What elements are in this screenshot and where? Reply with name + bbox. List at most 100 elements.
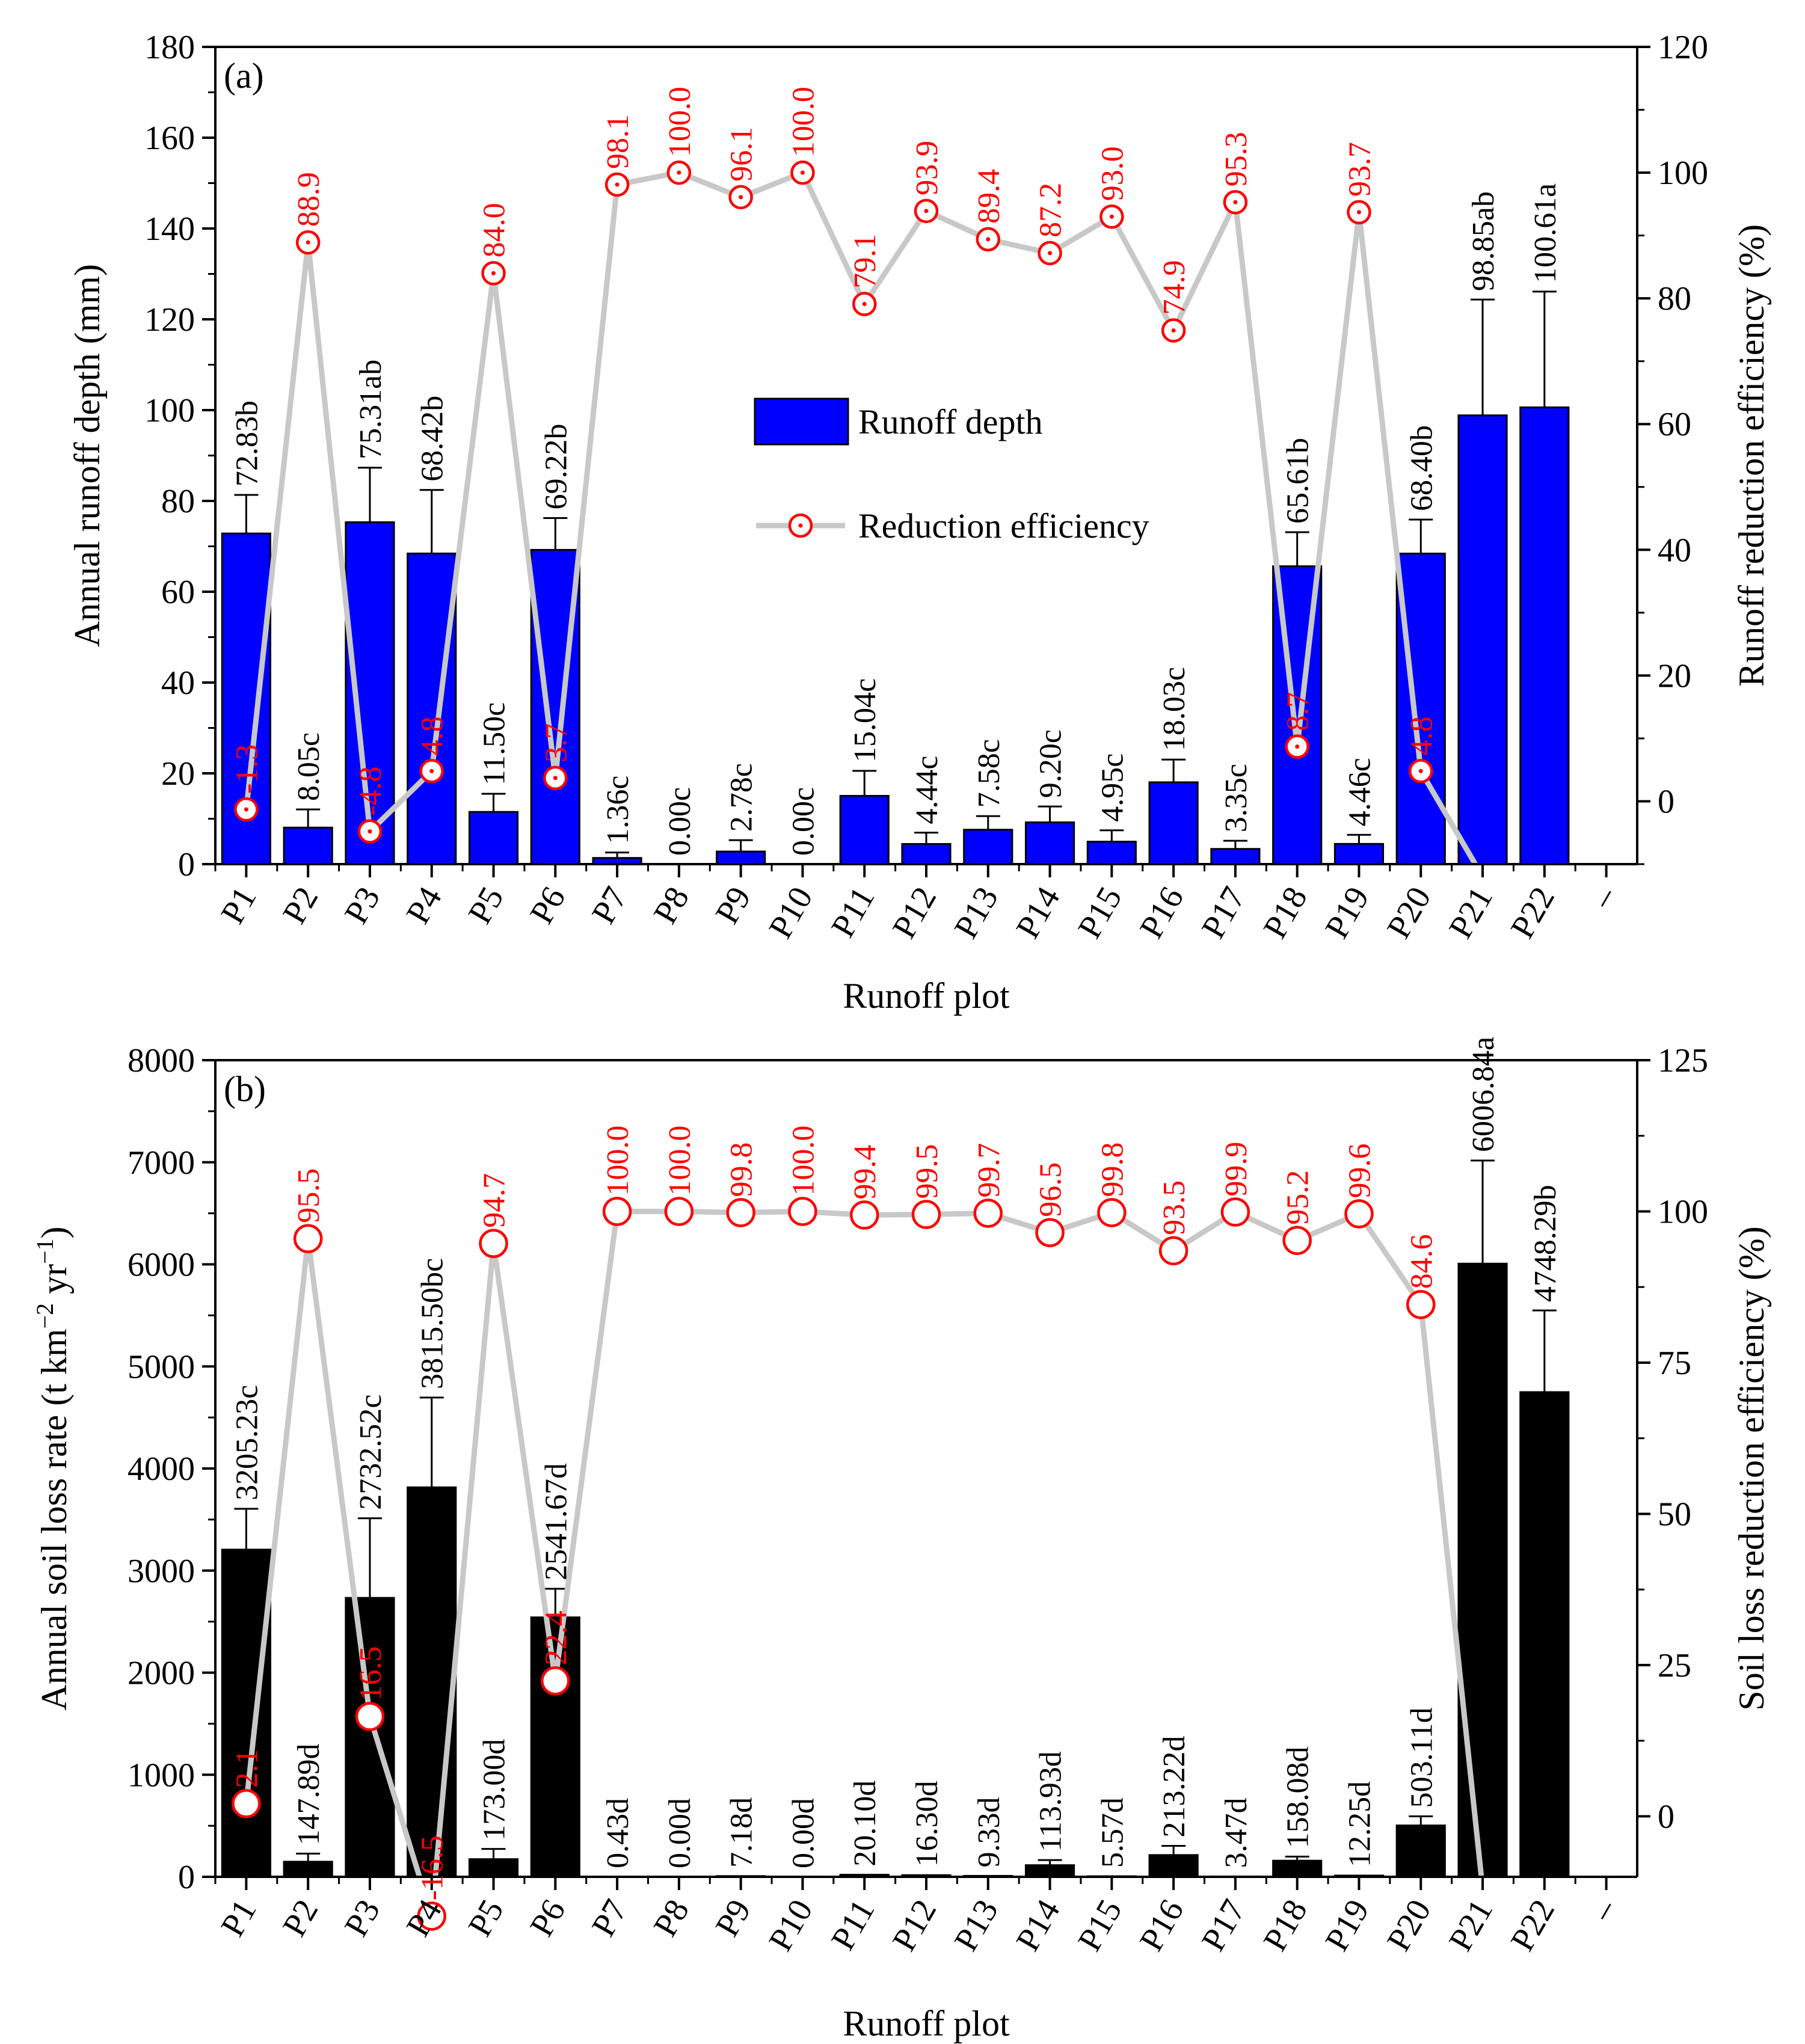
y-tick-label: 3000	[128, 1553, 195, 1590]
bar-p3	[345, 1597, 395, 1878]
y-tick-label: 6000	[128, 1247, 195, 1284]
y2-tick-label: 100	[1658, 155, 1708, 192]
bar-p15	[1086, 841, 1137, 865]
efficiency-value-label: 99.5	[910, 1144, 944, 1199]
bar-value-label: 6006.84a	[1466, 1037, 1501, 1152]
efficiency-marker	[1344, 1199, 1374, 1229]
efficiency-marker-dot	[800, 170, 805, 175]
y2-tick-label: 20	[1658, 657, 1691, 695]
bar-p21	[1457, 414, 1508, 865]
efficiency-value-label: 98.1	[601, 114, 635, 169]
efficiency-value-label: 100.0	[786, 1125, 820, 1195]
efficiency-value-label: 87.2	[1034, 183, 1068, 238]
x-tick-label: P16	[1133, 880, 1191, 944]
efficiency-value-label: 16.5	[354, 1646, 388, 1701]
efficiency-value-label: 8.7	[1281, 692, 1315, 731]
x-tick-label: P13	[947, 881, 1006, 945]
y-tick-label: 0	[178, 846, 195, 883]
x-tick-label: P13	[947, 1894, 1006, 1957]
bar-value-label: 7.58c	[972, 739, 1006, 808]
y-tick-label: 80	[161, 483, 195, 520]
bar-value-label: 4.44c	[910, 756, 944, 824]
y2-axis-title: Runoff reduction efficiency (%)	[1732, 224, 1771, 687]
bar-p12	[901, 842, 952, 865]
bar-value-label: 72.83b	[230, 401, 264, 486]
x-tick-label: P17	[1195, 881, 1253, 945]
x-tick-label: P17	[1195, 1894, 1253, 1957]
efficiency-value-label: -16.5	[416, 1835, 450, 1900]
efficiency-value-label: 99.7	[972, 1143, 1006, 1197]
bar-value-label: 12.25d	[1342, 1781, 1377, 1867]
x-tick-label: P11	[824, 1894, 882, 1957]
x-axis-title: Runoff plot	[843, 976, 1010, 1016]
efficiency-marker-dot	[739, 195, 743, 200]
y-tick-label: 120	[144, 301, 195, 339]
x-tick-label: P6	[523, 881, 573, 930]
x-tick-label: P7	[585, 1894, 635, 1943]
efficiency-marker	[1406, 1290, 1436, 1319]
efficiency-marker	[849, 1200, 879, 1230]
bar-p9	[716, 850, 766, 865]
bar-value-label: 4.95c	[1095, 753, 1130, 822]
x-tick-label: P6	[523, 1894, 573, 1943]
efficiency-value-label: 95.2	[1281, 1170, 1315, 1225]
efficiency-marker-dot	[491, 271, 496, 275]
bar-value-label: 4748.29b	[1528, 1185, 1563, 1302]
x-tick-label: –	[1583, 880, 1625, 915]
efficiency-value-label: 99.8	[725, 1142, 759, 1197]
bar-value-label: 158.08d	[1281, 1746, 1315, 1848]
x-tick-label: P19	[1318, 881, 1376, 945]
x-tick-label: P2	[275, 881, 325, 930]
efficiency-marker-dot	[862, 302, 867, 307]
y-axis-title-part: −2	[31, 1303, 58, 1329]
x-tick-label: P15	[1071, 881, 1129, 945]
x-tick-label: P22	[1504, 1894, 1562, 1957]
efficiency-marker-dot	[1356, 210, 1361, 215]
efficiency-value-label: 99.6	[1342, 1144, 1377, 1198]
bar-value-label: 2732.52c	[354, 1395, 388, 1510]
y-tick-label: 5000	[128, 1348, 195, 1386]
efficiency-value-label: 93.7	[1342, 142, 1377, 197]
x-tick-label: P12	[885, 881, 944, 945]
bar-p14	[1024, 821, 1075, 865]
efficiency-marker	[479, 1229, 508, 1259]
bar-value-label: 68.40b	[1404, 425, 1439, 511]
y-tick-label: 7000	[128, 1144, 195, 1182]
panel-b-soil-loss-chart: 0 1000 2000 3000 4000 5000 6000 7000 8000 0 25 50 75…	[31, 1037, 1771, 2043]
y2-axis-title: Soil loss reduction efficiency (%)	[1732, 1226, 1771, 1710]
efficiency-value-label: 99.9	[1219, 1141, 1253, 1196]
efficiency-value-label: -4.8	[354, 766, 388, 815]
efficiency-marker-dot	[677, 170, 681, 175]
x-tick-label: P22	[1504, 881, 1562, 945]
x-tick-label: P8	[647, 881, 696, 930]
efficiency-marker-dot	[615, 182, 620, 187]
bar-value-label: 20.10d	[848, 1781, 882, 1867]
efficiency-value-label: 74.9	[1157, 260, 1192, 315]
y-axis-title-part: )	[34, 1226, 74, 1238]
bar-value-label: 7.18d	[725, 1797, 759, 1868]
efficiency-value-label: 100.0	[663, 87, 697, 157]
efficiency-value-label: 95.5	[292, 1168, 326, 1223]
y-tick-label: 40	[161, 664, 195, 702]
bar-p4	[407, 1486, 457, 1878]
bar-value-label: 0.00d	[786, 1798, 820, 1868]
efficiency-value-label: 84.6	[1404, 1234, 1439, 1289]
bar-value-label: 69.22b	[539, 424, 573, 510]
bar-value-label: 2.78c	[725, 763, 759, 832]
y-axis-title-part: Annual soil loss rate (t km	[34, 1329, 74, 1711]
efficiency-value-label: 84.0	[478, 203, 512, 257]
x-tick-label: P9	[709, 1894, 758, 1943]
x-tick-label: P14	[1009, 881, 1068, 945]
bar-p1	[221, 1548, 271, 1878]
y2-tick-label: 60	[1658, 406, 1691, 443]
efficiency-marker-dot	[306, 240, 310, 245]
efficiency-value-label: 100.0	[601, 1125, 635, 1195]
x-tick-label: P1	[214, 881, 263, 930]
bar-p19	[1333, 842, 1385, 865]
bar-p16	[1148, 781, 1199, 865]
bar-value-label: 9.20c	[1034, 729, 1068, 798]
x-tick-label: P15	[1071, 1894, 1129, 1957]
y-tick-label: 20	[161, 755, 195, 793]
bar-p5	[468, 1858, 519, 1878]
